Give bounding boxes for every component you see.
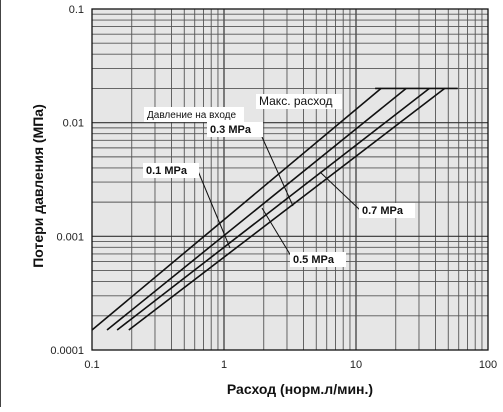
series-lines	[91, 87, 458, 331]
label-background	[359, 203, 415, 218]
x-axis-label: Расход (норм.л/мин.)	[227, 381, 373, 397]
y-tick-label: 0.001	[56, 231, 84, 243]
plot-border	[91, 8, 489, 351]
label-text: Макс. расход	[259, 94, 332, 108]
x-tick-label: 1	[221, 359, 227, 371]
label-text: 0.5 MPa	[293, 254, 335, 266]
leader-line	[319, 171, 361, 211]
series-line-0-5mpa	[116, 87, 430, 331]
leader-line	[261, 136, 294, 207]
grid	[92, 9, 488, 350]
leader-line	[261, 207, 292, 257]
label-background	[256, 94, 342, 109]
label-background	[290, 252, 346, 267]
x-tick-label: 100	[479, 359, 497, 371]
series-line-0-3mpa	[106, 87, 407, 331]
plot-frame	[0, 0, 489, 407]
inlet-pressure-header: Давление на входе	[144, 107, 244, 122]
label-text: Давление на входе	[147, 110, 237, 121]
label-0-1mpa: 0.1 MPa	[143, 163, 199, 178]
max-flow-label: Макс. расход	[256, 94, 342, 109]
y-axis-label: Потери давления (МПа)	[30, 104, 46, 268]
series-line-0-1mpa	[91, 87, 382, 331]
series-line-0-7mpa	[128, 87, 446, 331]
tick-labels: 0.1 1 10 100 0.0001 0.001 0.01 0.1	[50, 4, 497, 371]
y-tick-label: 0.01	[63, 118, 84, 130]
label-text: 0.1 MPa	[146, 165, 188, 177]
label-text: 0.3 MPa	[210, 124, 252, 136]
y-tick-label: 0.0001	[50, 345, 84, 357]
x-tick-label: 10	[350, 359, 362, 371]
label-0-5mpa: 0.5 MPa	[290, 252, 346, 267]
label-background	[207, 122, 263, 137]
label-background	[144, 107, 244, 122]
label-0-3mpa: 0.3 MPa	[207, 122, 263, 137]
plot-background	[92, 9, 488, 350]
label-text: 0.7 MPa	[362, 205, 404, 217]
label-0-7mpa: 0.7 MPa	[359, 203, 415, 218]
y-tick-label: 0.1	[69, 4, 84, 16]
annotations: Макс. расход Давление на входе 0.1 MPa 0.3 …	[143, 94, 415, 267]
leader-line	[197, 170, 231, 249]
label-background	[143, 163, 199, 178]
x-tick-label: 0.1	[84, 359, 99, 371]
